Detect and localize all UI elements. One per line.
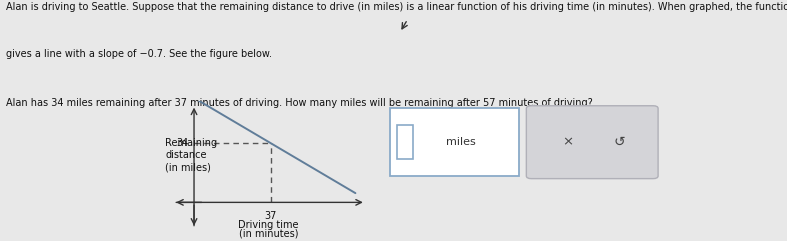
Text: Remaining: Remaining	[165, 138, 217, 148]
Text: Alan has 34 miles remaining after 37 minutes of driving. How many miles will be : Alan has 34 miles remaining after 37 min…	[6, 98, 593, 107]
Text: Alan is driving to Seattle. Suppose that the remaining distance to drive (in mil: Alan is driving to Seattle. Suppose that…	[6, 2, 787, 12]
Text: 37: 37	[264, 211, 277, 221]
Text: (in miles): (in miles)	[165, 162, 211, 173]
Text: distance: distance	[165, 150, 206, 160]
Text: ↺: ↺	[613, 135, 625, 149]
Text: gives a line with a slope of −0.7. See the figure below.: gives a line with a slope of −0.7. See t…	[6, 49, 272, 59]
Text: ×: ×	[562, 136, 574, 149]
Text: (in minutes): (in minutes)	[238, 228, 298, 239]
Text: 34: 34	[176, 138, 189, 148]
FancyBboxPatch shape	[390, 108, 519, 176]
Text: Driving time: Driving time	[238, 220, 299, 230]
Text: miles: miles	[446, 137, 476, 147]
FancyBboxPatch shape	[527, 106, 658, 179]
